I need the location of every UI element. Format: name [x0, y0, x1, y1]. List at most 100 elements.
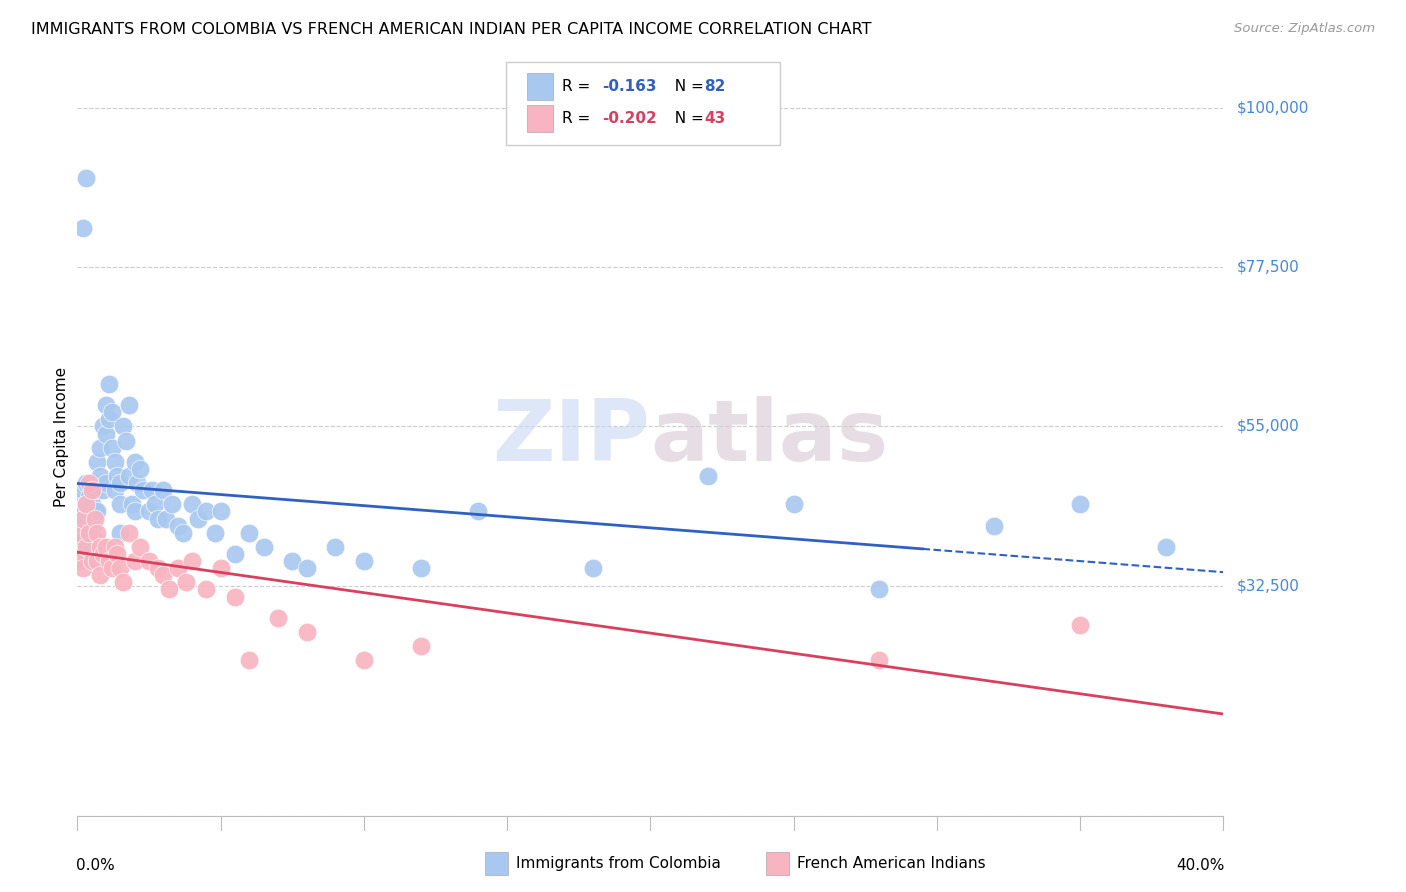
Point: [110, 497, 132, 511]
Point: [75, 497, 97, 511]
Text: Source: ZipAtlas.com: Source: ZipAtlas.com: [1234, 22, 1375, 36]
Point: [75, 511, 97, 525]
Text: -0.163: -0.163: [602, 79, 657, 94]
Text: ZIP: ZIP: [492, 395, 651, 479]
Point: [141, 483, 163, 498]
Point: [582, 561, 605, 575]
Point: [166, 561, 188, 575]
Point: [124, 554, 146, 568]
Point: [72, 483, 94, 498]
Point: [782, 497, 804, 511]
Point: [103, 540, 125, 554]
Point: [869, 653, 891, 667]
Point: [124, 455, 146, 469]
Point: [411, 639, 433, 653]
Point: [75, 540, 97, 554]
Point: [110, 561, 132, 575]
Text: N =: N =: [665, 79, 709, 94]
Text: 43: 43: [704, 112, 725, 126]
Point: [83, 504, 105, 518]
Point: [267, 611, 290, 625]
Point: [204, 525, 226, 540]
Point: [118, 469, 141, 483]
Point: [155, 511, 177, 525]
Point: [69, 554, 91, 568]
Point: [166, 518, 188, 533]
Point: [69, 525, 91, 540]
Text: French American Indians: French American Indians: [797, 856, 986, 871]
Point: [86, 554, 108, 568]
Text: -0.202: -0.202: [602, 112, 657, 126]
Point: [83, 511, 105, 525]
Point: [157, 582, 180, 597]
Text: $55,000: $55,000: [1237, 419, 1301, 434]
Point: [77, 491, 100, 505]
Point: [129, 540, 152, 554]
Point: [180, 554, 204, 568]
Point: [86, 476, 108, 491]
Point: [209, 504, 232, 518]
Point: [72, 533, 94, 547]
Point: [86, 504, 108, 518]
Point: [353, 554, 375, 568]
Point: [83, 533, 105, 547]
Point: [238, 525, 260, 540]
Point: [323, 540, 346, 554]
Point: [146, 511, 169, 525]
Point: [983, 518, 1005, 533]
Point: [75, 554, 97, 568]
Point: [112, 419, 135, 434]
Point: [353, 653, 375, 667]
Point: [209, 561, 232, 575]
Point: [174, 575, 197, 590]
Point: [224, 547, 246, 561]
Point: [89, 540, 111, 554]
Point: [195, 582, 218, 597]
Point: [295, 561, 318, 575]
Point: [252, 540, 274, 554]
Point: [146, 561, 169, 575]
Point: [77, 504, 100, 518]
Point: [69, 540, 91, 554]
Point: [97, 554, 120, 568]
Point: [77, 525, 100, 540]
Point: [80, 497, 103, 511]
Point: [100, 561, 122, 575]
Point: [118, 525, 141, 540]
Point: [138, 554, 160, 568]
Point: [152, 483, 174, 498]
Point: [86, 455, 108, 469]
Point: [77, 525, 100, 540]
Point: [89, 568, 111, 582]
Text: IMMIGRANTS FROM COLOMBIA VS FRENCH AMERICAN INDIAN PER CAPITA INCOME CORRELATION: IMMIGRANTS FROM COLOMBIA VS FRENCH AMERI…: [31, 22, 872, 37]
Point: [100, 441, 122, 455]
Point: [75, 497, 97, 511]
Point: [107, 469, 129, 483]
Point: [86, 525, 108, 540]
Point: [224, 590, 246, 604]
Point: [110, 525, 132, 540]
Point: [172, 525, 194, 540]
Point: [97, 376, 120, 391]
Text: 40.0%: 40.0%: [1175, 858, 1225, 873]
Point: [94, 476, 117, 491]
Point: [89, 441, 111, 455]
Point: [94, 540, 117, 554]
Point: [121, 497, 143, 511]
Point: [295, 624, 318, 639]
Point: [91, 547, 114, 561]
Point: [195, 504, 218, 518]
Point: [238, 653, 260, 667]
Point: [72, 504, 94, 518]
Text: $77,500: $77,500: [1237, 260, 1301, 275]
Point: [69, 518, 91, 533]
Point: [869, 582, 891, 597]
Point: [143, 497, 166, 511]
Point: [112, 575, 135, 590]
Point: [1069, 497, 1091, 511]
Point: [110, 476, 132, 491]
Point: [132, 483, 155, 498]
Point: [281, 554, 304, 568]
Point: [80, 540, 103, 554]
Point: [80, 483, 103, 498]
